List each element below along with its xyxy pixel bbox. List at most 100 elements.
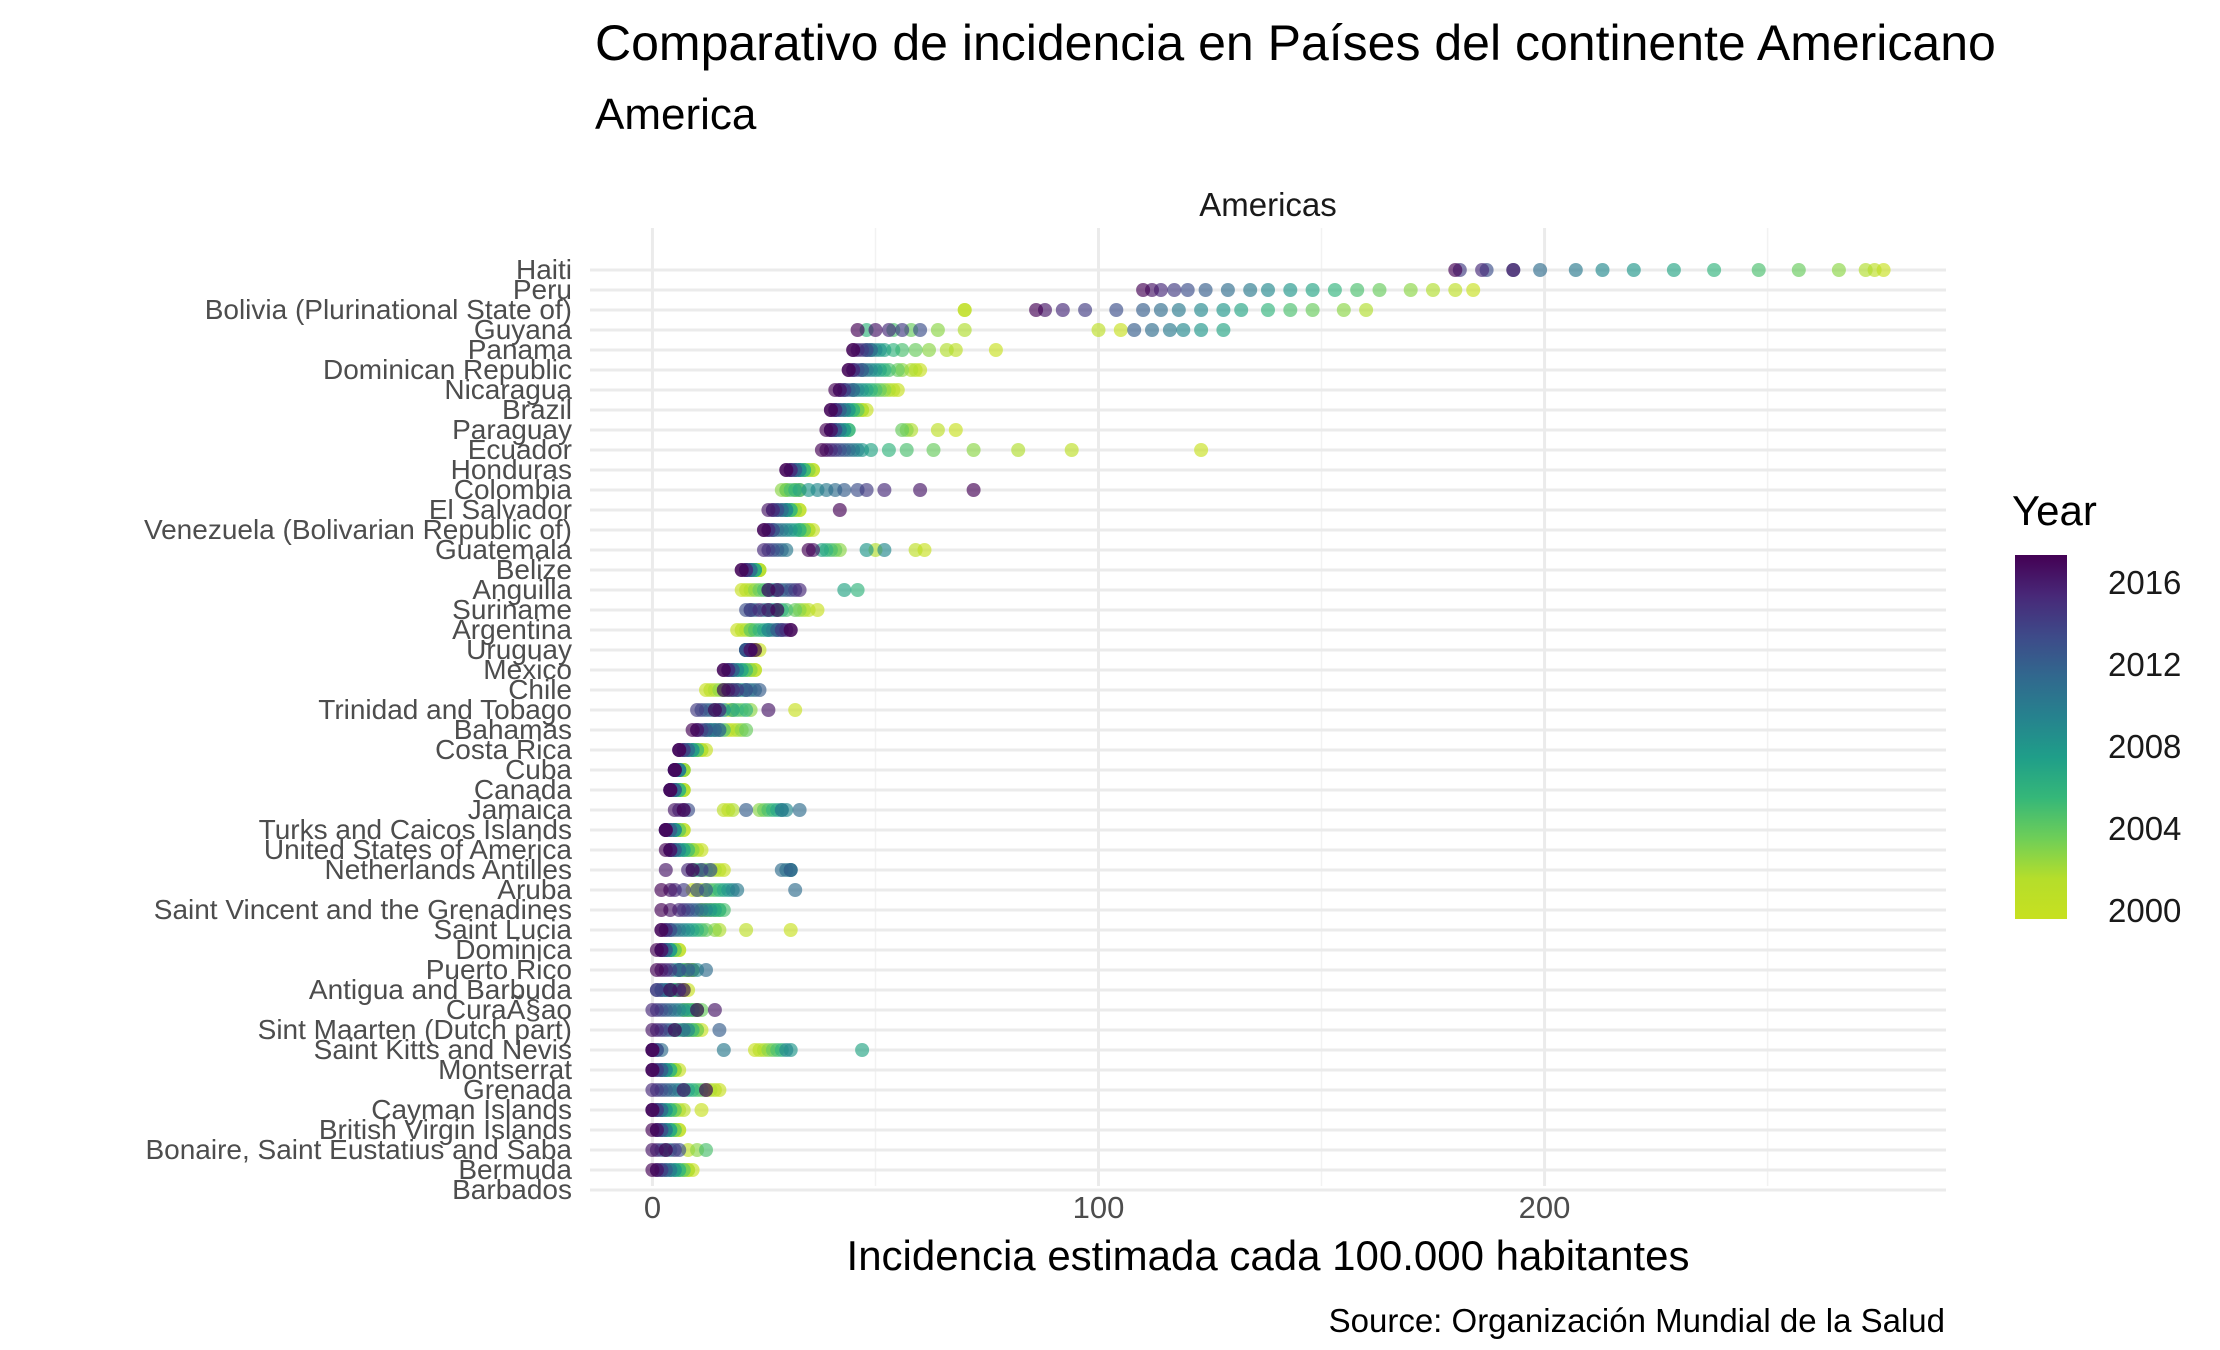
data-point <box>667 1023 682 1037</box>
data-point <box>699 1143 713 1157</box>
data-point <box>645 1063 660 1077</box>
data-point <box>685 863 700 877</box>
data-point <box>926 443 941 457</box>
legend-tick-mark <box>2067 829 2077 832</box>
data-point <box>881 443 896 457</box>
data-point <box>690 1003 705 1017</box>
data-point <box>1448 263 1463 277</box>
y-tick-label: Nicaragua <box>444 374 572 405</box>
data-point <box>868 323 883 337</box>
y-tick-label: Mexico <box>483 654 572 685</box>
data-point <box>739 703 754 717</box>
data-point <box>645 1103 660 1117</box>
x-tick-label: 100 <box>1072 1190 1125 1225</box>
data-point <box>699 1083 713 1097</box>
data-point <box>654 923 669 937</box>
data-point <box>788 883 803 897</box>
data-point <box>859 543 874 557</box>
y-tick-label: CuraÃ§ao <box>445 994 572 1025</box>
data-point <box>645 1083 660 1097</box>
data-point <box>1194 443 1209 457</box>
data-point <box>1216 323 1231 337</box>
data-point <box>913 483 928 497</box>
y-tick-label: Cayman Islands <box>371 1094 572 1125</box>
data-point <box>1327 283 1342 297</box>
y-tick-label: Uruguay <box>466 634 572 665</box>
chart-title: Comparativo de incidencia en Países del … <box>595 15 1996 71</box>
data-point <box>654 883 669 897</box>
data-point <box>850 583 865 597</box>
data-point <box>1194 323 1209 337</box>
data-point <box>658 863 673 877</box>
y-tick-label: Argentina <box>452 614 572 645</box>
data-point <box>908 343 923 357</box>
data-point <box>757 523 771 537</box>
data-point <box>1426 283 1440 297</box>
data-point <box>1180 283 1195 297</box>
data-point <box>672 743 687 757</box>
data-point <box>690 883 705 897</box>
data-point <box>930 323 945 337</box>
data-point <box>855 1043 870 1057</box>
legend-colorbar <box>2015 555 2067 919</box>
data-point <box>761 583 776 597</box>
data-point <box>649 983 664 997</box>
data-point <box>877 483 892 497</box>
legend-tick-mark <box>2067 747 2077 750</box>
data-point <box>707 703 722 717</box>
x-tick-label: 0 <box>643 1190 662 1225</box>
data-point <box>850 323 865 337</box>
data-point <box>1162 323 1177 337</box>
data-point <box>1261 283 1275 297</box>
y-tick-label: Saint Kitts and Nevis <box>313 1034 572 1065</box>
data-point <box>783 623 798 637</box>
data-point <box>957 303 972 317</box>
y-tick-label: Brazil <box>501 394 572 425</box>
y-tick-label: Guyana <box>473 314 572 345</box>
data-point <box>1666 263 1681 277</box>
data-point <box>716 1043 731 1057</box>
data-point <box>1055 303 1070 317</box>
data-point <box>922 343 936 357</box>
data-point <box>645 1163 660 1177</box>
y-tick-label: Saint Vincent and the Grenadines <box>153 894 572 925</box>
data-point <box>1194 303 1209 317</box>
data-point <box>823 403 838 417</box>
y-gridlines <box>590 268 1946 1192</box>
data-point <box>1145 323 1159 337</box>
data-point <box>895 323 910 337</box>
data-point <box>1305 283 1320 297</box>
y-tick-label: Bonaire, Saint Eustatius and Saba <box>145 1134 572 1165</box>
data-point <box>1029 303 1044 317</box>
legend-tick-label: 2004 <box>2108 810 2182 848</box>
data-point <box>752 683 767 697</box>
y-tick-label: Bolivia (Plurinational State of) <box>204 294 572 325</box>
data-point <box>881 323 896 337</box>
y-tick-label: Peru <box>512 274 572 305</box>
y-tick-label: El Salvador <box>428 494 572 525</box>
y-tick-label: Dominican Republic <box>322 354 572 385</box>
data-point <box>658 823 673 837</box>
data-point <box>1283 283 1298 297</box>
legend-title: Year <box>2012 487 2097 534</box>
data-point <box>761 503 776 517</box>
data-point <box>1136 283 1151 297</box>
y-tick-label: Barbados <box>452 1174 572 1205</box>
data-point <box>1350 283 1365 297</box>
data-point <box>957 323 972 337</box>
data-point <box>819 423 834 437</box>
data-point <box>654 903 669 917</box>
data-point <box>1506 263 1521 277</box>
data-point <box>649 943 664 957</box>
y-tick-label: Belize <box>495 554 572 585</box>
data-point <box>757 543 771 557</box>
data-point <box>748 643 762 657</box>
data-point <box>939 343 954 357</box>
y-tick-label: Grenada <box>463 1074 572 1105</box>
data-point <box>966 483 981 497</box>
data-point <box>783 863 798 877</box>
data-point <box>1176 323 1191 337</box>
y-tick-label: Dominica <box>455 934 572 965</box>
chart-caption: Source: Organización Mundial de la Salud <box>1328 1302 1945 1339</box>
data-point <box>788 703 803 717</box>
